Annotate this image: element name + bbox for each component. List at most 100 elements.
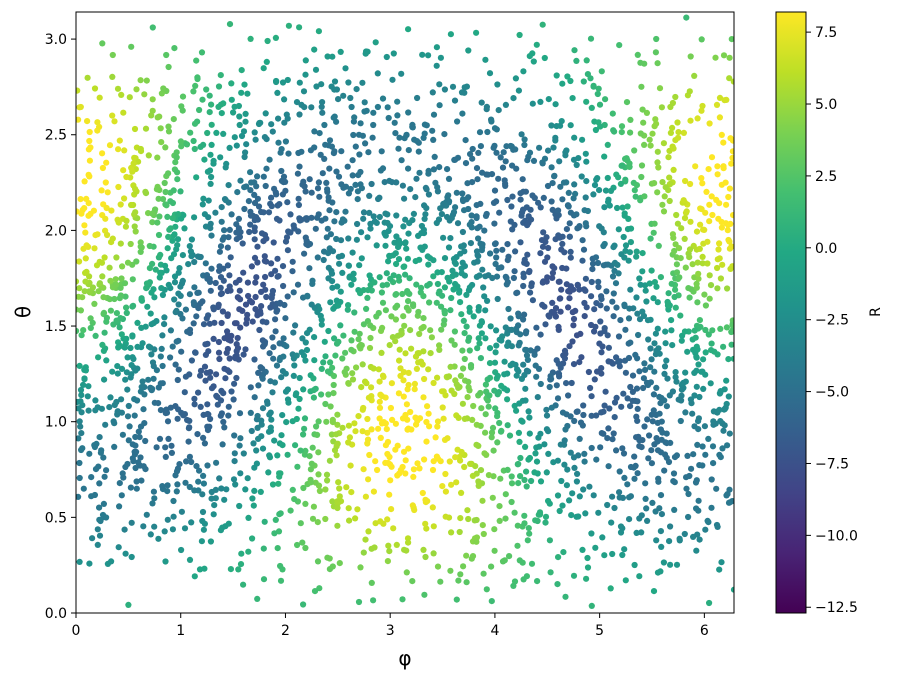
- scatter-point: [504, 422, 511, 429]
- scatter-point: [651, 180, 658, 187]
- scatter-point: [218, 204, 225, 211]
- scatter-point: [239, 240, 246, 247]
- scatter-point: [717, 275, 725, 282]
- scatter-point: [542, 513, 550, 520]
- scatter-point: [217, 274, 225, 281]
- scatter-point: [654, 419, 661, 426]
- scatter-point: [179, 277, 186, 284]
- scatter-point: [281, 301, 288, 309]
- scatter-point: [637, 281, 644, 288]
- scatter-point: [504, 257, 511, 264]
- scatter-point: [103, 357, 110, 364]
- colorbar-label: R: [868, 307, 884, 317]
- scatter-point: [204, 427, 212, 434]
- scatter-point: [265, 469, 272, 476]
- scatter-point: [606, 202, 613, 209]
- scatter-point: [116, 503, 123, 510]
- scatter-point: [488, 429, 496, 436]
- scatter-point: [277, 577, 285, 584]
- scatter-point: [468, 212, 475, 219]
- scatter-point: [327, 359, 334, 366]
- scatter-point: [111, 118, 118, 125]
- scatter-point: [203, 86, 210, 93]
- scatter-point: [206, 167, 214, 174]
- scatter-point: [258, 433, 265, 440]
- scatter-point: [489, 424, 497, 431]
- scatter-point: [131, 448, 138, 455]
- scatter-point: [133, 86, 140, 93]
- scatter-point: [501, 358, 508, 365]
- scatter-point: [609, 550, 616, 558]
- scatter-point: [650, 391, 658, 398]
- scatter-point: [168, 449, 175, 456]
- scatter-point: [254, 595, 261, 603]
- scatter-point: [175, 366, 182, 373]
- scatter-point: [445, 373, 453, 380]
- scatter-point: [321, 155, 328, 162]
- scatter-point: [402, 411, 409, 419]
- scatter-point: [365, 149, 372, 156]
- scatter-point: [680, 197, 687, 204]
- scatter-point: [476, 129, 484, 136]
- scatter-point: [349, 157, 356, 164]
- scatter-point: [392, 291, 399, 298]
- scatter-point: [137, 423, 145, 430]
- scatter-point: [699, 102, 706, 110]
- scatter-point: [654, 159, 661, 166]
- scatter-point: [265, 428, 273, 435]
- scatter-point: [470, 402, 477, 410]
- scatter-point: [291, 496, 298, 503]
- scatter-point: [410, 301, 417, 308]
- scatter-point: [285, 150, 292, 157]
- scatter-point: [392, 338, 399, 345]
- scatter-point: [691, 72, 698, 79]
- scatter-point: [296, 24, 303, 31]
- scatter-point: [542, 321, 549, 328]
- scatter-point: [96, 280, 103, 287]
- scatter-point: [726, 185, 734, 192]
- scatter-point: [539, 279, 546, 286]
- scatter-point: [129, 441, 136, 448]
- scatter-point: [352, 428, 359, 435]
- scatter-point: [153, 444, 160, 451]
- scatter-point: [194, 75, 201, 83]
- scatter-point: [567, 413, 574, 420]
- scatter-point: [219, 308, 226, 315]
- scatter-point: [276, 357, 283, 364]
- scatter-point: [362, 536, 369, 543]
- scatter-point: [631, 475, 638, 482]
- scatter-point: [371, 544, 378, 551]
- scatter-point: [98, 259, 106, 266]
- scatter-point: [618, 129, 625, 136]
- scatter-point: [181, 225, 188, 232]
- scatter-point: [477, 467, 485, 474]
- scatter-point: [559, 240, 566, 247]
- scatter-point: [404, 416, 411, 423]
- scatter-point: [681, 215, 689, 222]
- scatter-point: [322, 141, 329, 148]
- scatter-point: [604, 332, 611, 339]
- scatter-point: [509, 193, 516, 200]
- x-tick-label: 6: [700, 623, 709, 639]
- scatter-point: [482, 212, 490, 219]
- scatter-point: [358, 185, 365, 192]
- scatter-point: [333, 209, 340, 216]
- scatter-point: [119, 263, 126, 270]
- scatter-point: [692, 163, 699, 170]
- scatter-point: [226, 144, 233, 151]
- scatter-point: [242, 118, 249, 125]
- scatter-point: [132, 367, 139, 374]
- scatter-point: [322, 353, 329, 360]
- scatter-point: [300, 431, 307, 438]
- scatter-point: [430, 273, 437, 280]
- scatter-point: [477, 200, 484, 207]
- scatter-point: [569, 338, 576, 345]
- scatter-point: [324, 368, 332, 375]
- scatter-point: [336, 485, 343, 492]
- scatter-point: [292, 322, 299, 329]
- scatter-point: [486, 345, 494, 352]
- y-tick-label: 3.0: [45, 32, 67, 48]
- scatter-point: [306, 176, 313, 183]
- scatter-point: [490, 199, 498, 206]
